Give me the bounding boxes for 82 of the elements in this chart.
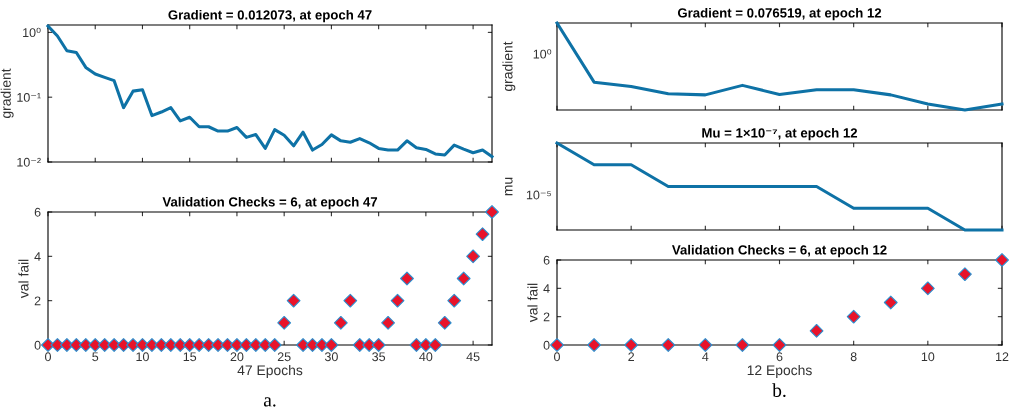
y-tick-label: 0 — [34, 340, 41, 350]
point — [661, 338, 676, 352]
point — [957, 267, 972, 282]
point — [333, 315, 348, 330]
point — [400, 271, 414, 286]
x-tick-label: 20 — [230, 352, 244, 362]
point — [126, 338, 140, 352]
y-tick-label: 10⁻¹ — [17, 92, 41, 102]
x-tick-label: 12 — [996, 352, 1009, 361]
point — [390, 293, 405, 308]
y-axis-title: val fail — [527, 283, 538, 323]
point — [267, 338, 282, 352]
point — [371, 338, 386, 352]
point — [286, 293, 301, 308]
x-tick-label: 35 — [372, 352, 386, 362]
text: a. — [263, 397, 276, 407]
y-tick-label: 4 — [543, 284, 550, 293]
y-tick-label: 10⁰ — [23, 27, 41, 38]
point — [381, 315, 396, 330]
x-tick-label: 2 — [628, 352, 635, 361]
x-tick-label: 6 — [776, 352, 783, 362]
x-tick-label: 0 — [45, 352, 51, 362]
point — [277, 315, 292, 330]
text: b. — [772, 383, 786, 398]
y-axis-title: mu — [504, 177, 513, 196]
point — [883, 295, 898, 310]
point — [920, 281, 935, 296]
point — [447, 293, 462, 308]
y-axis-title: val fail — [18, 259, 29, 299]
point — [587, 338, 602, 352]
point — [735, 338, 750, 352]
point — [772, 338, 787, 352]
x-tick-label: 25 — [277, 352, 291, 362]
point — [809, 323, 824, 338]
x-tick-label: 4 — [702, 352, 709, 361]
x-tick-label: 15 — [183, 352, 197, 362]
point — [846, 309, 861, 324]
x-tick-label: 30 — [324, 352, 338, 362]
x-tick-label: 10 — [921, 352, 935, 362]
y-tick-label: 4 — [34, 252, 41, 261]
y-tick-label: 2 — [543, 312, 550, 322]
y-tick-label: 6 — [543, 255, 550, 265]
chart-title: Gradient = 0.012073, at epoch 47 — [168, 9, 372, 23]
y-axis-title: gradient — [0, 68, 14, 119]
point — [995, 253, 1009, 267]
line-series — [46, 24, 494, 159]
point — [428, 338, 443, 352]
x-tick-label: 0 — [554, 352, 560, 362]
x-axis-title: 12 Epochs — [747, 364, 812, 378]
point — [41, 338, 55, 352]
point — [230, 338, 244, 352]
x-tick-label: 5 — [92, 352, 99, 362]
y-tick-label: 0 — [543, 340, 550, 350]
point — [698, 338, 713, 352]
y-tick-label: 2 — [34, 296, 41, 306]
point — [418, 338, 433, 352]
point — [550, 338, 564, 352]
x-axis-title: 47 Epochs — [237, 364, 303, 378]
y-tick-label: 10⁻² — [17, 157, 41, 167]
y-axis-title: gradient — [502, 41, 516, 92]
chart-title: Validation Checks = 6, at epoch 12 — [671, 244, 887, 258]
chart-title: Gradient = 0.076519, at epoch 12 — [677, 7, 882, 21]
point — [324, 338, 339, 352]
point — [343, 293, 358, 308]
text: 10⁻⁵ — [526, 190, 551, 200]
chart-title: Mu = 1×10⁻⁷, at epoch 12 — [702, 127, 858, 141]
x-tick-label: 10 — [136, 352, 149, 362]
point — [466, 249, 481, 264]
point — [315, 338, 329, 352]
x-tick-label: 45 — [466, 352, 480, 362]
point — [456, 271, 471, 286]
y-tick-label: 6 — [34, 207, 41, 217]
point — [485, 205, 499, 219]
point — [624, 338, 639, 352]
point — [59, 338, 74, 352]
point — [211, 338, 225, 352]
point — [144, 338, 159, 352]
point — [437, 315, 452, 330]
chart-title: Validation Checks = 6, at epoch 47 — [162, 196, 378, 210]
x-tick-label: 40 — [419, 352, 433, 362]
x-tick-label: 8 — [850, 352, 857, 362]
point — [475, 227, 490, 242]
